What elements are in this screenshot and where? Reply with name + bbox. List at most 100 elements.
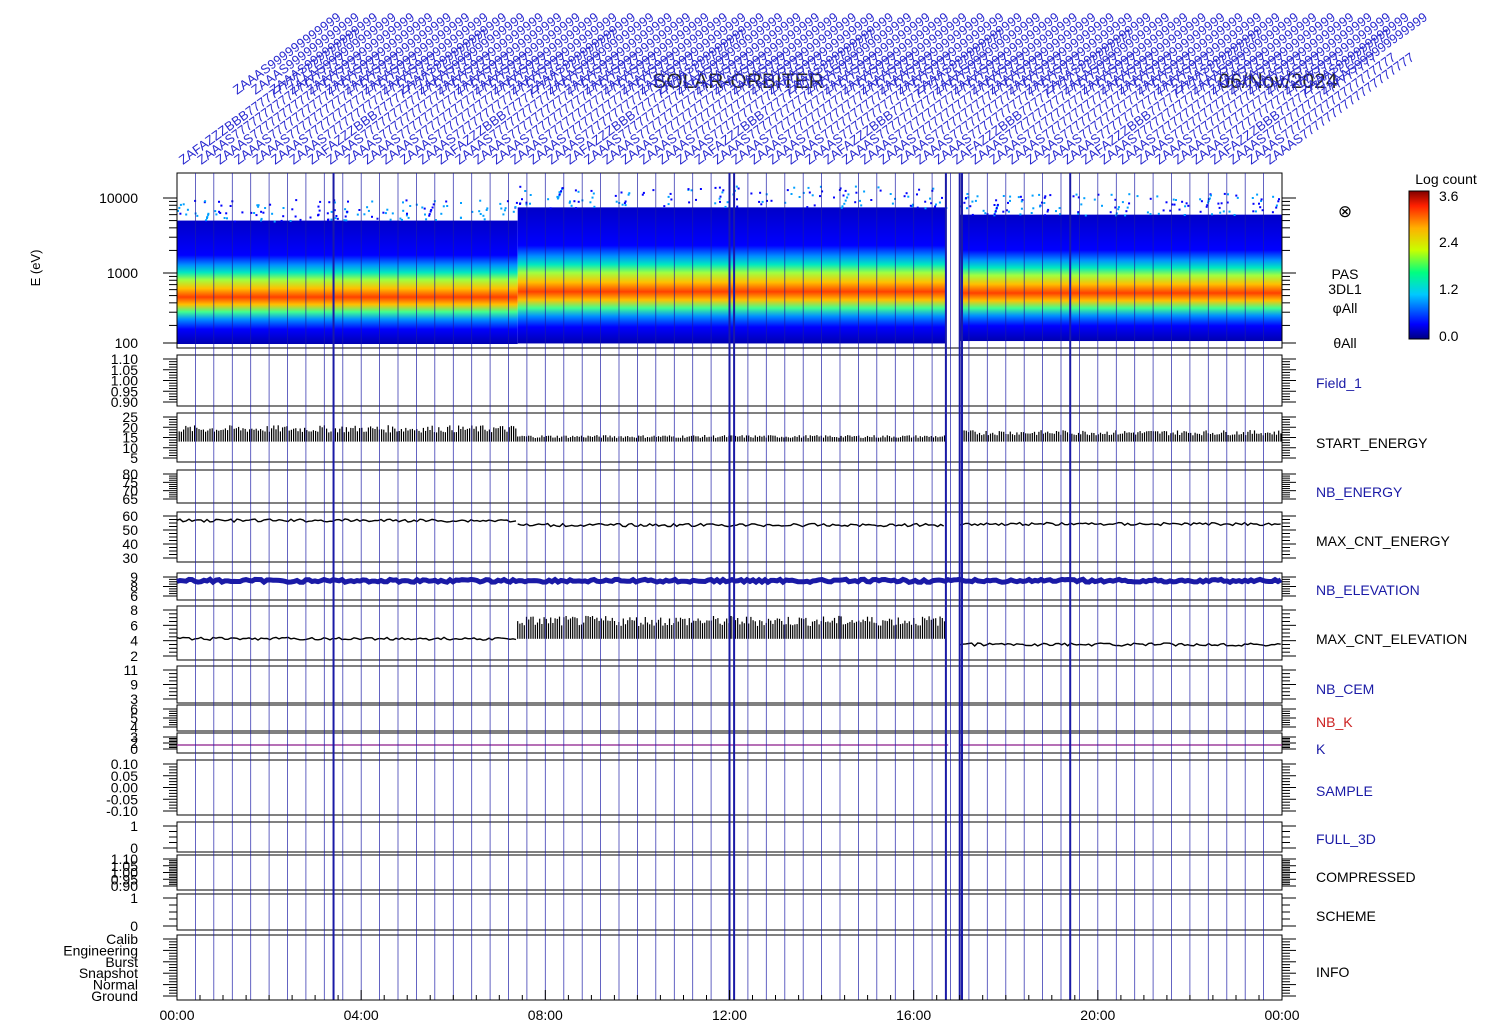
spectrogram-speckle [971,200,974,203]
spectrogram-speckle [570,204,573,207]
panel-tick-label: 20 [122,419,138,435]
spectrogram-speckle [179,203,182,206]
spectrogram-speckle [790,193,793,195]
spectrogram-speckle [333,201,336,204]
spectrogram-speckle [591,196,594,199]
spectrogram-speckle [1117,206,1120,209]
spectrogram-speckle [840,206,843,209]
spectrogram-speckle [431,206,434,209]
spectrogram-speckle [620,191,623,194]
spectrogram-speckle [1149,197,1152,200]
spectrogram-speckle [250,211,253,214]
spectrogram-speckle [182,203,185,206]
spectrogram-speckle [299,218,302,221]
colorbar-tick: 2.4 [1439,234,1459,250]
spectrogram-speckle [1017,196,1020,199]
spectrogram-speckle [346,210,349,213]
spectrogram-speckle [1208,197,1211,200]
spectrogram-speckle [1055,210,1057,213]
spectrogram-speckle [1007,201,1009,204]
spectrogram-speckle [932,187,935,190]
spectrogram-speckle [891,202,894,205]
spectrogram-speckle [504,207,507,210]
spectrogram-speckle [318,209,321,212]
panel-tick-label: 5 [130,450,138,466]
spectrogram-speckle [460,202,462,204]
panel-label: NB_ELEVATION [1316,582,1420,598]
spectrogram-speckle [971,213,974,216]
time-axis-tick-label: 16:00 [896,1007,931,1020]
spectrogram-speckle [1172,198,1175,201]
spectrogram-speckle [204,200,207,203]
spectrogram-speckle [1217,202,1220,205]
spectrogram-speckle [435,219,437,222]
instrument-label-line: φAll [1333,300,1358,316]
spectrogram-speckle [220,204,223,207]
spectrogram-speckle [924,207,927,210]
spectrogram-speckle [935,203,937,206]
spectrogram-speckle [432,203,435,206]
spectrogram-speckle [860,204,863,207]
spectrogram-speckle [863,190,866,193]
panel-tick-label: 1.05 [111,858,138,874]
spectrogram-speckle [335,215,338,217]
panel-tick-label: 30 [122,550,138,566]
colorbar-scale [1408,190,1430,340]
spectrogram-speckle [1020,207,1023,210]
spectrogram-speckle [624,200,627,203]
spectrogram-speckle [802,191,805,194]
panel-tick-label: Snapshot [79,965,138,981]
panel-tick-label: 4 [130,633,138,649]
spectrogram-speckle [993,214,996,217]
spectrogram-speckle [529,202,531,205]
spectrogram-speckle [1128,193,1131,196]
spectrogram-speckle [1162,209,1165,212]
spectrogram-segment [959,214,1282,342]
panel-tick-label: 60 [122,508,138,524]
spectrogram-image [177,173,1282,348]
spectrogram-speckle [907,195,910,198]
spectrogram-speckle [428,214,431,217]
series-max-cnt-elevation [176,615,1281,647]
panel-tick-label: 1.10 [111,351,138,367]
panel-tick-label: 10 [122,440,138,456]
event-marker-lines [332,173,1072,1000]
spectrogram-speckle [1227,193,1229,196]
panel-field-1: Field_1 1.101.051.000.950.90 [111,351,1362,410]
spectrogram-speckle [1126,206,1129,209]
panel-nb-k: NB_K 654 [130,701,1353,735]
spectrogram-speckle [911,203,914,206]
spectrogram-speckle [1252,210,1255,213]
spectrogram-speckle [1043,202,1046,204]
spectrogram-speckle [215,213,218,216]
spectrogram-speckle [690,189,693,192]
spectrogram-speckle [442,205,445,208]
panel-tick-label: 2 [130,735,138,751]
panel-tick-label: Calib [106,931,138,947]
spectrogram-speckle [1235,194,1238,197]
panel-tick-label: 0.05 [111,768,138,784]
spectrogram-speckle [577,200,580,203]
spectrogram-speckle [1083,197,1086,200]
spectrogram-speckle [1047,208,1050,211]
spectrogram-speckle [843,202,846,205]
panel-tick-label: 5 [130,710,138,726]
spectrogram-speckle [229,205,232,207]
spectrogram-speckle [719,200,721,203]
panel-tick-label: 70 [122,483,138,499]
spectrogram-speckle [206,215,209,218]
detector-symbol: ⊗ [1338,202,1352,221]
spectrogram-speckle [1199,210,1202,213]
spectrogram-speckle [699,188,702,190]
spectrogram-speckle [384,212,387,215]
spectrogram-speckle [1181,200,1184,203]
spectrogram-speckle [1077,196,1080,199]
spectrogram-speckle [916,193,918,196]
panel-label: SAMPLE [1316,783,1373,799]
spectrogram-speckle [1021,199,1024,201]
spectrogram-speckle [714,202,717,205]
spectrogram-speckle [714,186,717,189]
spectrogram-ylabel: E (eV) [28,250,43,287]
spectrogram-speckle [641,193,644,196]
